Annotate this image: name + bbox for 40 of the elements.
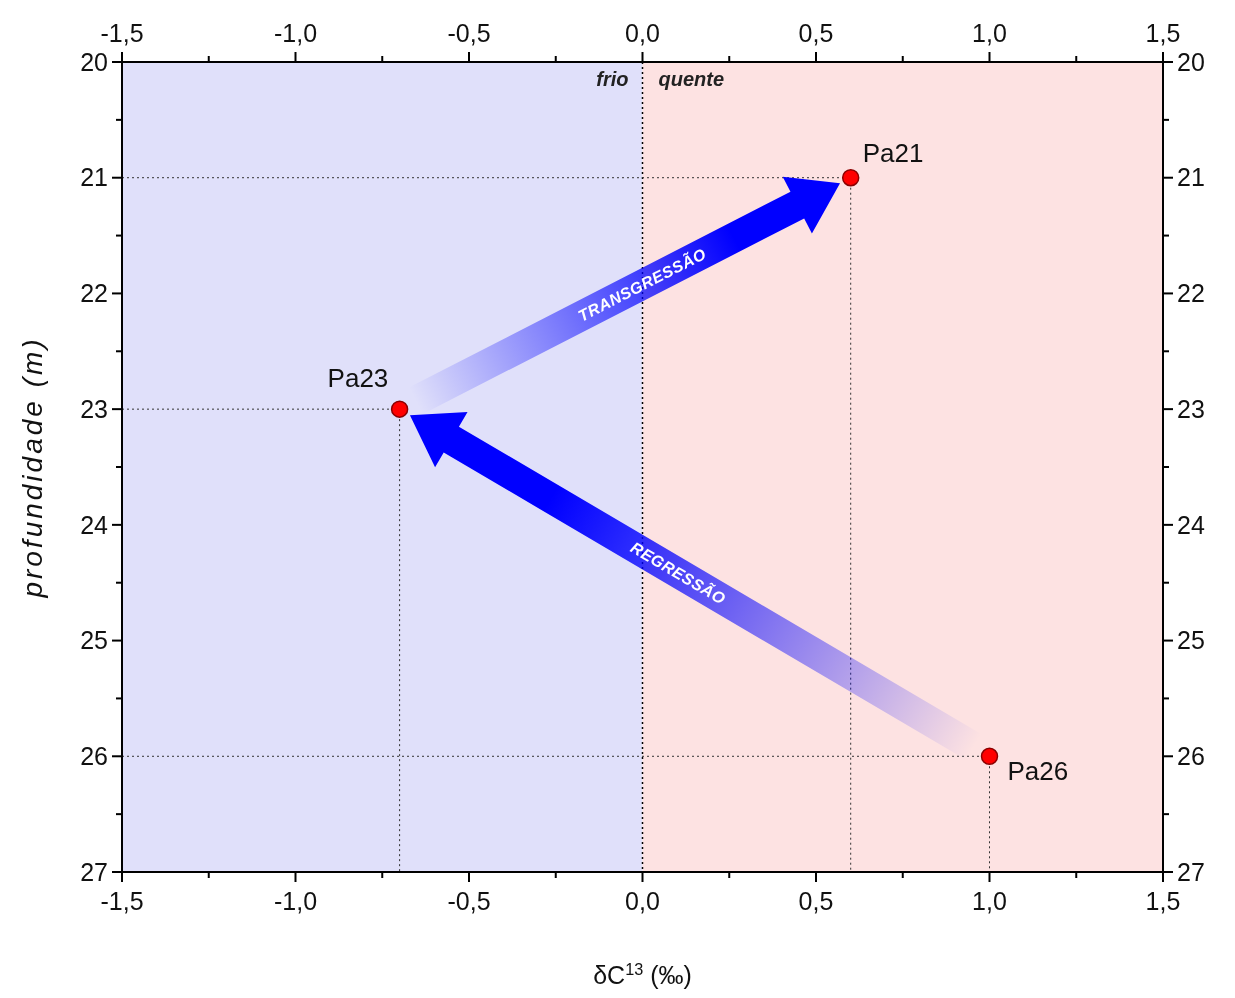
x-tick-label: -1,0 bbox=[273, 887, 318, 915]
y-tick-label: 26 bbox=[80, 742, 108, 771]
x-tick-label: 1,0 bbox=[972, 887, 1007, 915]
y-tick-label: 20 bbox=[80, 47, 108, 76]
y-tick-label: 21 bbox=[80, 163, 108, 192]
band-label: quente bbox=[658, 68, 725, 90]
y2-tick-label: 22 bbox=[1177, 279, 1205, 308]
x-tick-label: 0,0 bbox=[625, 887, 660, 915]
point bbox=[841, 168, 860, 187]
x-axis-title: δC$^{13}$ (‰) bbox=[593, 960, 692, 989]
y-tick-label: 25 bbox=[80, 626, 108, 655]
y2-tick-label: 27 bbox=[1177, 857, 1205, 886]
x-tick-label: -0,5 bbox=[447, 887, 491, 915]
point bbox=[390, 400, 409, 418]
y-tick-label: 24 bbox=[80, 510, 109, 539]
x-tick-label: -1,5 bbox=[100, 887, 144, 915]
x-tick-label: 1,5 bbox=[1145, 887, 1181, 915]
y2-tick-label: 25 bbox=[1177, 626, 1205, 655]
y2-tick-label: 26 bbox=[1177, 742, 1205, 771]
y2-tick-label: 23 bbox=[1177, 394, 1205, 423]
x2-tick-label: -1,5 bbox=[100, 19, 144, 47]
annotation: Pa26 bbox=[1007, 756, 1069, 787]
point bbox=[980, 747, 999, 766]
y2-tick-label: 21 bbox=[1177, 163, 1205, 192]
annotation: Pa23 bbox=[327, 363, 389, 394]
x2-tick-label: 1,0 bbox=[972, 19, 1007, 47]
x2-tick-label: 0,5 bbox=[798, 19, 834, 47]
x-tick-label: 0,5 bbox=[798, 887, 834, 915]
x2-tick-label: -0,5 bbox=[447, 19, 491, 47]
y-tick-label: 23 bbox=[80, 394, 108, 423]
y2-tick-label: 24 bbox=[1177, 510, 1205, 539]
annotation: Pa21 bbox=[862, 137, 924, 168]
x2-tick-label: -1,0 bbox=[273, 19, 318, 47]
y2-tick-label: 20 bbox=[1177, 47, 1205, 76]
x2-tick-label: 0,0 bbox=[625, 19, 660, 47]
x2-tick-label: 1,5 bbox=[1145, 19, 1181, 47]
y-axis-title: profundidade (m) bbox=[17, 336, 48, 599]
band-label: frio bbox=[596, 68, 629, 90]
y-tick-label: 27 bbox=[80, 857, 108, 886]
y-tick-label: 22 bbox=[80, 279, 108, 308]
